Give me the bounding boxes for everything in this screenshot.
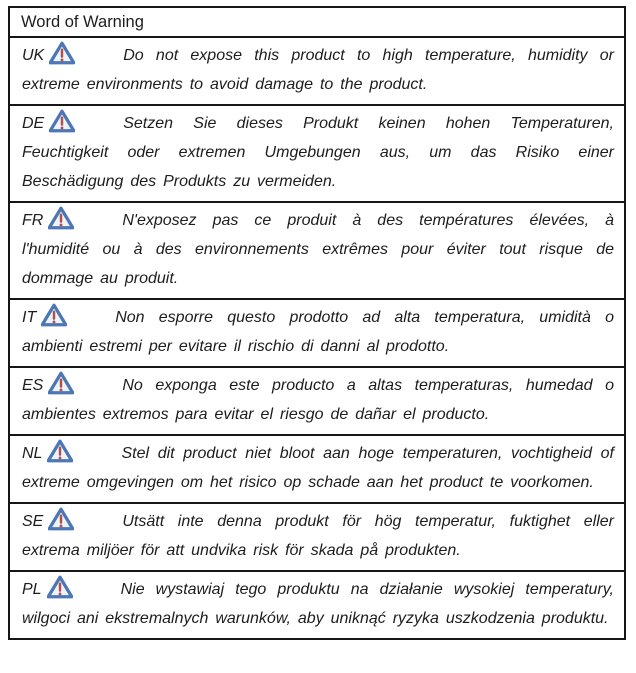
warning-paragraph: PL Nie wystawiaj tego produktu na działan… — [10, 572, 624, 638]
tab-spacer — [73, 457, 121, 458]
warning-row-pl: PL Nie wystawiaj tego produktu na działan… — [10, 572, 624, 638]
warning-message: Nie wystawiaj tego produktu na działanie… — [22, 581, 614, 627]
language-code: PL — [22, 581, 42, 598]
tab-spacer — [67, 321, 115, 322]
warning-message: No exponga este producto a altas tempera… — [22, 377, 614, 423]
language-code: SE — [22, 513, 44, 530]
tab-spacer — [75, 59, 123, 60]
warning-row-uk: UK Do not expose this product to high tem… — [10, 38, 624, 106]
warning-row-de: DE Setzen Sie dieses Produkt keinen hohen… — [10, 106, 624, 203]
language-code: IT — [22, 309, 37, 326]
warning-row-fr: FR N'exposez pas ce produit à des tempéra… — [10, 203, 624, 300]
warning-row-it: IT Non esporre questo prodotto ad alta te… — [10, 300, 624, 368]
warning-row-nl: NL Stel dit product niet bloot aan hoge t… — [10, 436, 624, 504]
warning-triangle-icon — [47, 439, 73, 463]
warning-paragraph: DE Setzen Sie dieses Produkt keinen hohen… — [10, 106, 624, 201]
warning-triangle-icon — [49, 109, 75, 133]
warning-triangle-icon — [48, 206, 74, 230]
tab-spacer — [74, 389, 122, 390]
warning-paragraph: IT Non esporre questo prodotto ad alta te… — [10, 300, 624, 366]
language-code: NL — [22, 445, 43, 462]
warning-message: Utsätt inte denna produkt för hög temper… — [22, 513, 614, 559]
warning-table: Word of Warning UK Do not expose this pro… — [8, 6, 626, 640]
warning-message: Do not expose this product to high tempe… — [22, 47, 614, 93]
warning-triangle-icon — [41, 303, 67, 327]
warning-row-es: ES No exponga este producto a altas tempe… — [10, 368, 624, 436]
warning-message: Stel dit product niet bloot aan hoge tem… — [22, 445, 614, 491]
warning-row-se: SE Utsätt inte denna produkt för hög temp… — [10, 504, 624, 572]
tab-spacer — [73, 593, 121, 594]
table-header-title: Word of Warning — [10, 8, 624, 38]
language-code: ES — [22, 377, 44, 394]
tab-spacer — [74, 224, 122, 225]
warning-paragraph: ES No exponga este producto a altas tempe… — [10, 368, 624, 434]
language-code: FR — [22, 212, 44, 229]
warning-paragraph: SE Utsätt inte denna produkt för hög temp… — [10, 504, 624, 570]
tab-spacer — [74, 525, 122, 526]
warning-paragraph: FR N'exposez pas ce produit à des tempéra… — [10, 203, 624, 298]
warning-message: Non esporre questo prodotto ad alta temp… — [22, 309, 614, 355]
warning-message: N'exposez pas ce produit à des températu… — [22, 212, 614, 287]
warning-triangle-icon — [49, 41, 75, 65]
warning-triangle-icon — [48, 507, 74, 531]
language-code: DE — [22, 115, 45, 132]
language-code: UK — [22, 47, 45, 64]
warning-paragraph: UK Do not expose this product to high tem… — [10, 38, 624, 104]
tab-spacer — [75, 127, 123, 128]
warning-triangle-icon — [48, 371, 74, 395]
warning-triangle-icon — [47, 575, 73, 599]
warning-message: Setzen Sie dieses Produkt keinen hohen T… — [22, 115, 614, 190]
warning-paragraph: NL Stel dit product niet bloot aan hoge t… — [10, 436, 624, 502]
